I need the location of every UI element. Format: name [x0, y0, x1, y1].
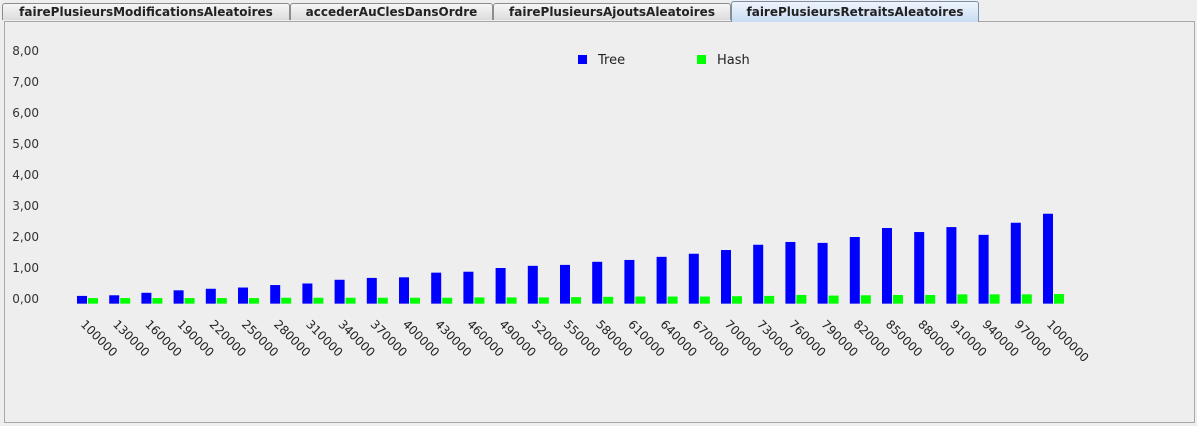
- x-tick-label: 1000000: [1044, 317, 1092, 365]
- bar-hash: [216, 298, 227, 304]
- legend: Tree Hash: [578, 53, 750, 68]
- bar-tree: [238, 287, 248, 304]
- bar-hash: [796, 294, 807, 304]
- bar-hash: [699, 296, 710, 304]
- legend-label-tree: Tree: [597, 53, 625, 68]
- bar-tree: [77, 295, 87, 304]
- legend-swatch-tree: [578, 55, 587, 64]
- bar-hash: [410, 297, 420, 304]
- bar-hash: [442, 297, 453, 304]
- y-tick-label: 6,00: [12, 106, 39, 120]
- y-tick-label: 2,00: [12, 230, 39, 244]
- bar-tree: [109, 295, 120, 304]
- bar-hash: [377, 297, 388, 304]
- bar-tree: [721, 250, 731, 304]
- bar-tree: [1043, 213, 1053, 304]
- bar-chart: 0,00 1,00 2,00 3,00 4,00 5,00 6,00 7,00 8,00 100…: [12, 44, 1092, 365]
- bar-tree: [656, 256, 667, 304]
- bar-hash: [313, 297, 324, 304]
- legend-swatch-hash: [697, 55, 706, 64]
- bar-tree: [688, 253, 699, 304]
- bar-hash: [957, 294, 968, 304]
- bar-tree: [624, 259, 635, 304]
- bar-hash: [88, 298, 98, 304]
- bar-tree: [849, 237, 860, 304]
- bar-tree: [495, 268, 506, 304]
- bar-hash: [893, 294, 903, 304]
- bar-tree: [946, 227, 957, 304]
- bar-tree: [817, 242, 828, 304]
- legend-label-hash: Hash: [717, 53, 750, 68]
- bar-tree: [399, 277, 409, 304]
- bar-tree: [527, 265, 538, 304]
- y-tick-label: 5,00: [12, 137, 39, 151]
- bar-tree: [463, 271, 474, 304]
- bars: [77, 213, 1064, 304]
- bar-hash: [249, 298, 259, 304]
- bar-hash: [603, 296, 614, 304]
- bar-hash: [1054, 294, 1064, 304]
- y-tick-label: 0,00: [12, 292, 39, 306]
- bar-hash: [732, 296, 742, 304]
- bar-hash: [764, 295, 775, 304]
- bar-hash: [667, 296, 678, 304]
- bar-tree: [141, 292, 152, 304]
- bar-tree: [173, 290, 184, 304]
- chart-panel: 0,00 1,00 2,00 3,00 4,00 5,00 6,00 7,00 8,00 100…: [4, 21, 1195, 423]
- tab-bar: fairePlusieursModificationsAleatoires ac…: [0, 0, 1197, 22]
- bar-tree: [270, 285, 281, 304]
- bar-tree: [366, 277, 377, 304]
- y-tick-label: 3,00: [12, 199, 39, 213]
- bar-hash: [635, 296, 646, 304]
- bar-hash: [828, 295, 839, 304]
- bar-hash: [152, 298, 163, 304]
- y-tick-label: 7,00: [12, 75, 39, 89]
- bar-tree: [914, 232, 925, 304]
- y-tick-label: 1,00: [12, 261, 39, 275]
- tab-faire-plusieurs-modifications-aleatoires[interactable]: fairePlusieursModificationsAleatoires: [2, 3, 290, 20]
- bar-tree: [302, 283, 313, 304]
- bar-tree: [785, 241, 796, 304]
- bar-hash: [506, 297, 517, 304]
- bar-tree: [592, 261, 603, 304]
- bar-hash: [281, 297, 292, 304]
- bar-tree: [753, 244, 764, 304]
- bar-tree: [978, 234, 989, 304]
- bar-tree: [334, 279, 345, 304]
- bar-hash: [538, 297, 549, 304]
- y-axis: 0,00 1,00 2,00 3,00 4,00 5,00 6,00 7,00 8,00: [12, 44, 39, 306]
- bar-hash: [1021, 294, 1032, 304]
- bar-tree: [205, 288, 216, 304]
- bar-hash: [345, 297, 356, 304]
- x-axis: 1000001300001600001900002200002500002800…: [78, 317, 1092, 365]
- bar-hash: [474, 297, 485, 304]
- bar-hash: [925, 294, 936, 304]
- tab-faire-plusieurs-retraits-aleatoires[interactable]: fairePlusieursRetraitsAleatoires: [731, 1, 979, 22]
- bar-tree: [1010, 222, 1021, 304]
- bar-tree: [560, 264, 570, 304]
- bar-hash: [184, 298, 195, 304]
- tab-acceder-au-cles-dans-ordre[interactable]: accederAuClesDansOrdre: [290, 3, 493, 20]
- bar-tree: [882, 228, 892, 304]
- bar-hash: [571, 297, 581, 304]
- y-tick-label: 4,00: [12, 168, 39, 182]
- bar-hash: [120, 298, 131, 304]
- bar-hash: [860, 295, 871, 304]
- bar-hash: [989, 294, 1000, 304]
- bar-tree: [431, 272, 442, 304]
- y-tick-label: 8,00: [12, 44, 39, 58]
- tab-faire-plusieurs-ajouts-aleatoires[interactable]: fairePlusieursAjoutsAleatoires: [493, 3, 731, 20]
